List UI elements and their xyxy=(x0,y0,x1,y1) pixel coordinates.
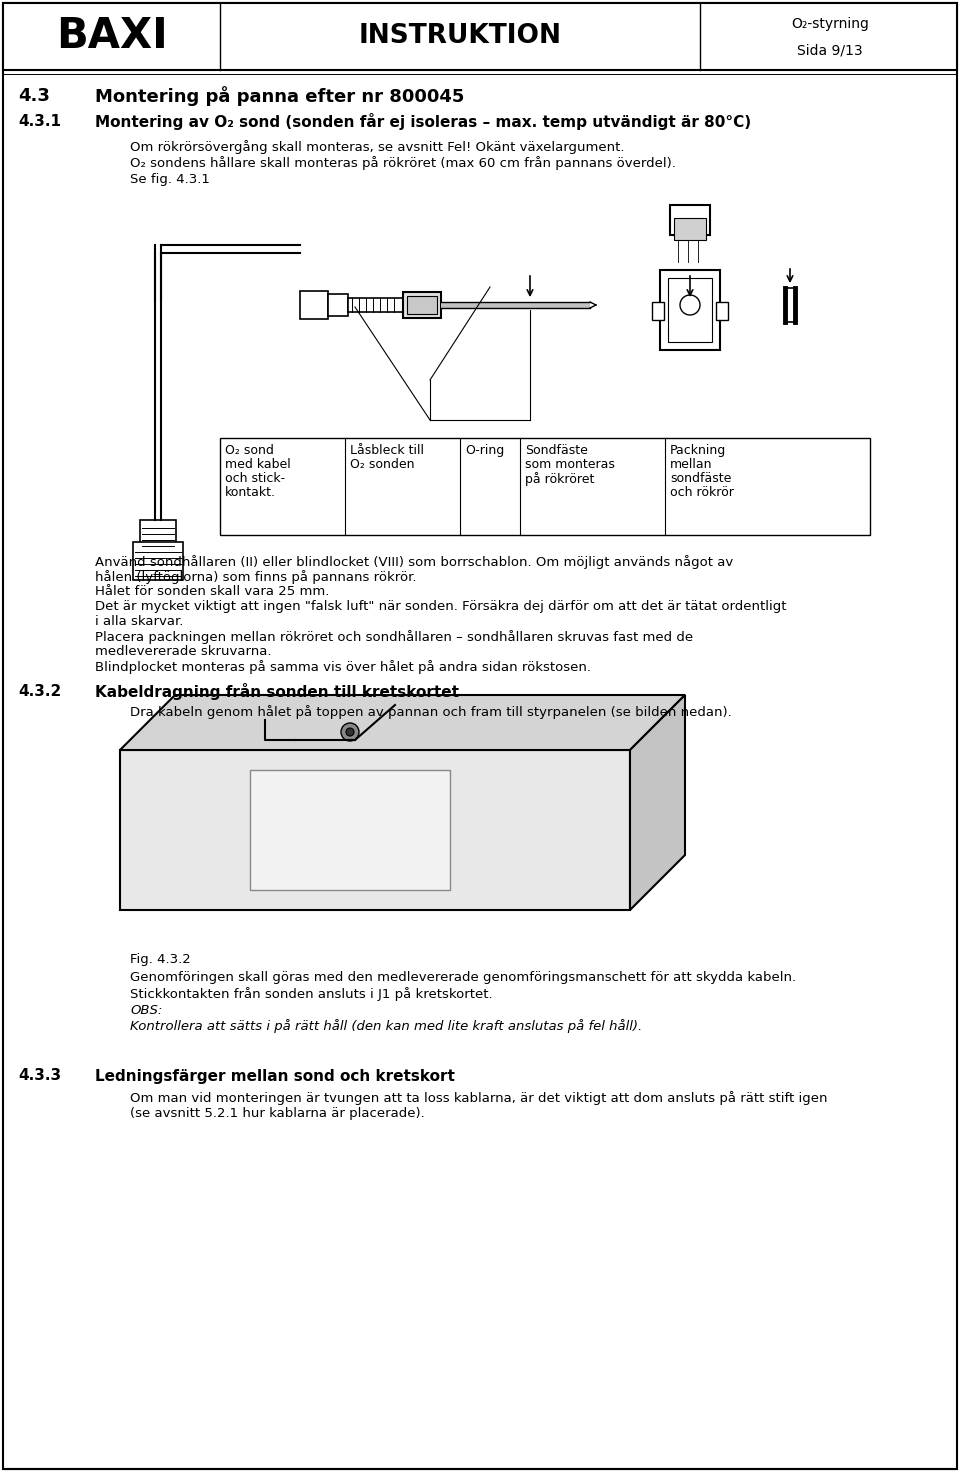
Bar xyxy=(155,203,163,253)
Text: Det är mycket viktigt att ingen "falsk luft" när sonden. Försäkra dej därför om : Det är mycket viktigt att ingen "falsk l… xyxy=(95,601,786,612)
Text: O₂ sond: O₂ sond xyxy=(225,445,274,456)
Text: Stickkontakten från sonden ansluts i J1 på kretskortet.: Stickkontakten från sonden ansluts i J1 … xyxy=(130,988,492,1001)
Text: 4.3.2: 4.3.2 xyxy=(18,684,61,699)
Text: OBS:: OBS: xyxy=(130,1004,162,1017)
Text: i alla skarvar.: i alla skarvar. xyxy=(95,615,183,629)
Text: (se avsnitt 5.2.1 hur kablarna är placerade).: (se avsnitt 5.2.1 hur kablarna är placer… xyxy=(130,1107,424,1120)
Text: Ledningsfärger mellan sond och kretskort: Ledningsfärger mellan sond och kretskort xyxy=(95,1069,455,1083)
Text: Låsbleck till: Låsbleck till xyxy=(350,445,424,456)
Text: O-ring: O-ring xyxy=(465,445,504,456)
Polygon shape xyxy=(630,695,685,910)
Bar xyxy=(300,291,328,319)
Text: Kontrollera att sätts i på rätt håll (den kan med lite kraft anslutas på fel hål: Kontrollera att sätts i på rätt håll (de… xyxy=(130,1019,642,1033)
Text: Dra kabeln genom hålet på toppen av pannan och fram till styrpanelen (se bilden : Dra kabeln genom hålet på toppen av pann… xyxy=(130,705,732,718)
Bar xyxy=(716,302,728,319)
Bar xyxy=(220,439,870,534)
Bar xyxy=(407,296,437,314)
Text: Hålet för sonden skall vara 25 mm.: Hålet för sonden skall vara 25 mm. xyxy=(95,584,329,598)
Text: Genomföringen skall göras med den medlevererade genomföringsmanschett för att sk: Genomföringen skall göras med den medlev… xyxy=(130,972,796,985)
Text: O₂-styrning: O₂-styrning xyxy=(791,18,869,31)
Text: sondfäste: sondfäste xyxy=(670,473,732,484)
Bar xyxy=(328,294,348,316)
Text: 4.3.3: 4.3.3 xyxy=(18,1069,61,1083)
Circle shape xyxy=(341,723,359,740)
Circle shape xyxy=(346,729,354,736)
Text: på rökröret: på rökröret xyxy=(525,473,594,486)
Text: Placera packningen mellan rökröret och sondhållaren – sondhållaren skruvas fast : Placera packningen mellan rökröret och s… xyxy=(95,630,693,643)
Text: Fig. 4.3.2: Fig. 4.3.2 xyxy=(130,954,191,967)
Bar xyxy=(652,302,664,319)
Polygon shape xyxy=(120,695,685,751)
Text: 4.3: 4.3 xyxy=(18,87,50,105)
Bar xyxy=(668,278,712,342)
Text: Packning: Packning xyxy=(670,445,727,456)
Text: som monteras: som monteras xyxy=(525,458,614,471)
Text: Se fig. 4.3.1: Se fig. 4.3.1 xyxy=(130,172,210,185)
Bar xyxy=(133,542,183,580)
Text: Sondfäste: Sondfäste xyxy=(525,445,588,456)
Text: Blindplocket monteras på samma vis över hålet på andra sidan rökstosen.: Blindplocket monteras på samma vis över … xyxy=(95,659,591,674)
Bar xyxy=(403,291,441,318)
Text: Om man vid monteringen är tvungen att ta loss kablarna, är det viktigt att dom a: Om man vid monteringen är tvungen att ta… xyxy=(130,1091,828,1105)
Bar xyxy=(140,520,176,551)
Text: Montering på panna efter nr 800045: Montering på panna efter nr 800045 xyxy=(95,85,465,106)
Text: med kabel: med kabel xyxy=(225,458,291,471)
Text: Montering av O₂ sond (sonden får ej isoleras – max. temp utvändigt är 80°C): Montering av O₂ sond (sonden får ej isol… xyxy=(95,113,751,131)
Bar xyxy=(674,218,706,240)
Bar xyxy=(348,297,403,312)
Bar xyxy=(441,302,590,308)
Text: Sida 9/13: Sida 9/13 xyxy=(797,43,863,57)
Text: Om rökrörsövergång skall monteras, se avsnitt Fel! Okänt växelargument.: Om rökrörsövergång skall monteras, se av… xyxy=(130,140,625,155)
Text: medlevererade skruvarna.: medlevererade skruvarna. xyxy=(95,645,272,658)
Bar xyxy=(120,751,630,910)
Bar xyxy=(3,3,957,71)
Text: och stick-: och stick- xyxy=(225,473,285,484)
Text: 4.3.1: 4.3.1 xyxy=(18,115,61,130)
Text: hålen (lyftöglorna) som finns på pannans rökrör.: hålen (lyftöglorna) som finns på pannans… xyxy=(95,570,417,584)
Text: Kabeldragning från sonden till kretskortet: Kabeldragning från sonden till kretskort… xyxy=(95,683,459,701)
Text: BAXI: BAXI xyxy=(56,15,168,57)
Text: Använd sondhållaren (II) eller blindlocket (VIII) som borrschablon. Om möjligt a: Använd sondhållaren (II) eller blindlock… xyxy=(95,555,733,570)
Text: O₂ sondens hållare skall monteras på rökröret (max 60 cm från pannans överdel).: O₂ sondens hållare skall monteras på rök… xyxy=(130,156,676,169)
Text: O₂ sonden: O₂ sonden xyxy=(350,458,415,471)
Text: och rökrör: och rökrör xyxy=(670,486,733,499)
Bar xyxy=(250,770,450,891)
Circle shape xyxy=(680,294,700,315)
Bar xyxy=(670,205,710,236)
Text: kontakt.: kontakt. xyxy=(225,486,276,499)
Text: INSTRUKTION: INSTRUKTION xyxy=(358,24,562,49)
Text: mellan: mellan xyxy=(670,458,712,471)
Bar xyxy=(660,269,720,350)
